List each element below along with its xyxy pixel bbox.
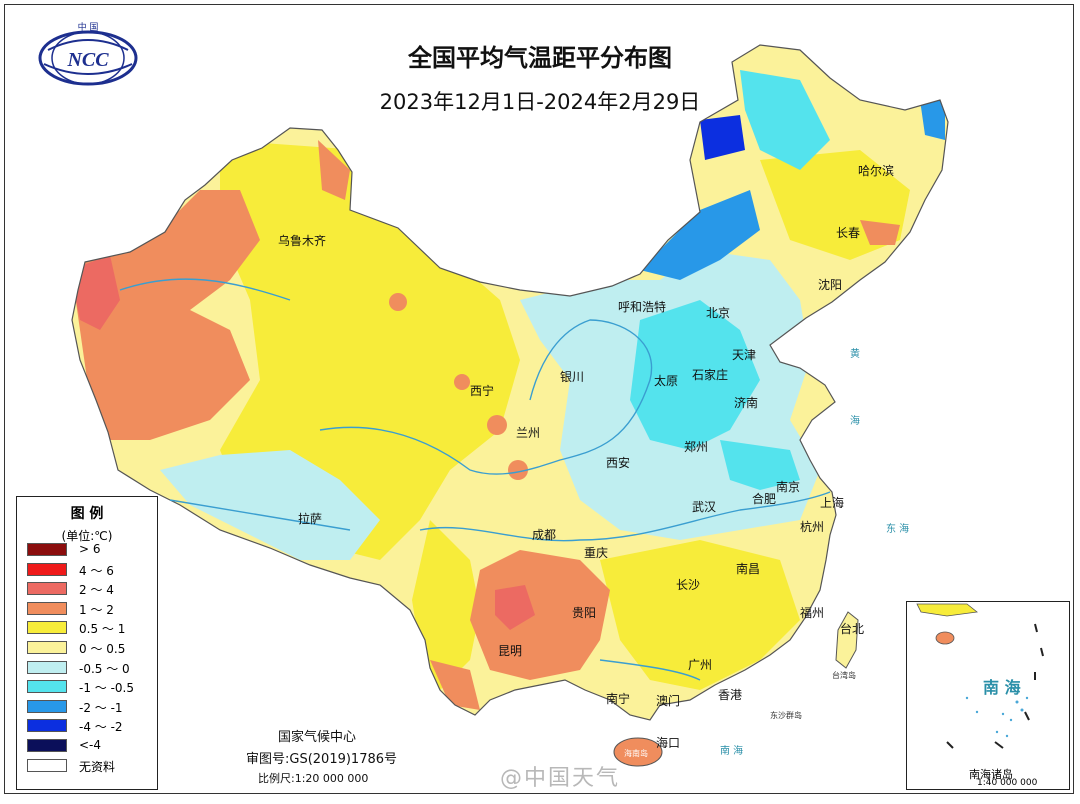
legend-label: 0 ～ 0.5 (79, 642, 126, 656)
map-title: 全国平均气温距平分布图 (408, 44, 672, 72)
city-label-taiyuan: 太原 (654, 374, 679, 388)
rivers (119, 278, 831, 681)
city-label-hangzhou: 杭州 (800, 520, 825, 534)
city-label-tianjin: 天津 (732, 348, 757, 362)
inset-islands-label: 南海诸岛 (969, 768, 1013, 781)
ncc-logo: NCC 中 国 (38, 21, 138, 86)
taiwan-island (835, 611, 859, 669)
legend-label: -1 ～ -0.5 (79, 681, 135, 696)
legend-unit: (单位:℃) (61, 529, 113, 543)
city-label-jinan: 济南 (734, 396, 759, 410)
taiwan-label: 台湾岛 (832, 671, 856, 680)
legend-swatch (27, 562, 67, 576)
sea-label-nanhai: 南 海 (720, 746, 744, 757)
legend-label: 无资料 (79, 759, 116, 774)
city-label-shijiazhuang: 石家庄 (692, 368, 729, 382)
legend-swatch (27, 641, 67, 654)
credit-approval: 审图号:GS(2019)1786号 (246, 752, 398, 767)
legend-swatch (27, 680, 67, 694)
dongsha-label: 东沙群岛 (770, 711, 802, 720)
city-label-xining: 西宁 (470, 384, 495, 398)
credit-scale: 比例尺:1:20 000 000 (258, 772, 369, 785)
city-label-kunming: 昆明 (498, 644, 523, 658)
map-subtitle: 2023年12月1日-2024年2月29日 (379, 90, 701, 114)
hainan-island (613, 737, 663, 767)
legend-swatch (27, 621, 67, 635)
legend-label: 0.5 ～ 1 (79, 622, 126, 637)
city-label-haikou: 海口 (656, 736, 681, 750)
city-label-harbin: 哈尔滨 (858, 164, 895, 178)
legend-swatch (27, 543, 67, 556)
legend-label: 1 ～ 2 (79, 602, 114, 617)
legend-swatch (27, 582, 67, 596)
city-label-nanjing: 南京 (776, 480, 801, 494)
city-label-nanchang: 南昌 (736, 562, 761, 576)
legend-label: -0.5 ～ 0 (79, 661, 130, 676)
city-label-hohhot: 呼和浩特 (618, 300, 667, 314)
city-label-urumqi: 乌鲁木齐 (278, 234, 327, 248)
credits: 国家气候中心 审图号:GS(2019)1786号 比例尺:1:20 000 00… (246, 726, 426, 789)
city-label-taipei: 台北 (840, 622, 865, 636)
inset-scale: 1:40 000 000 (977, 778, 1038, 788)
city-label-aomen: 澳门 (656, 694, 681, 708)
city-label-nanning: 南宁 (606, 692, 631, 706)
legend-swatch (27, 660, 67, 674)
city-label-changchun: 长春 (836, 226, 861, 240)
city-label-shanghai: 上海 (820, 496, 845, 510)
legend-swatch (27, 699, 67, 713)
china-outline (71, 44, 949, 721)
city-label-zhengzhou: 郑州 (684, 440, 709, 454)
legend-label: 2 ～ 4 (79, 583, 114, 598)
legend-swatch (27, 758, 67, 772)
watermark: @中国天气 (500, 766, 621, 791)
legend-label: -2 ～ -1 (79, 700, 123, 715)
inset-sea-label: 南 海 (983, 678, 1021, 697)
inset-map (916, 603, 1044, 749)
city-label-guiyang: 贵阳 (572, 606, 597, 620)
sea-label-donghai: 东 海 (886, 524, 910, 535)
city-label-beijing: 北京 (706, 306, 731, 320)
city-label-shenyang: 沈阳 (818, 278, 843, 292)
city-label-changsha: 长沙 (676, 578, 701, 592)
logo-top-text: 中 国 (78, 21, 99, 33)
city-label-chengdu: 成都 (532, 528, 557, 542)
legend-label: <-4 (79, 738, 102, 752)
legend-swatch (27, 601, 67, 615)
legend-label: -4 ～ -2 (79, 720, 123, 735)
sea-label-huanghai: 黄 (850, 349, 860, 360)
credit-center: 国家气候中心 (278, 730, 357, 745)
legend-label: 4 ～ 6 (79, 563, 114, 578)
city-label-wuhan: 武汉 (692, 500, 717, 514)
logo-ncc-text: NCC (66, 49, 109, 71)
city-label-hefei: 合肥 (752, 492, 777, 506)
city-label-xian: 西安 (606, 456, 631, 470)
city-label-lanzhou: 兰州 (516, 426, 541, 440)
city-label-fuzhou: 福州 (800, 606, 825, 620)
legend-title: 图 例 (70, 506, 104, 522)
city-label-hongkong: 香港 (718, 688, 743, 702)
city-label-guangzhou: 广州 (688, 658, 713, 672)
city-label-yinchuan: 银川 (560, 370, 585, 384)
legend-swatch (27, 719, 67, 733)
hainan-label: 海南岛 (624, 749, 648, 758)
sea-label-huanghai-2: 海 (850, 416, 860, 427)
legend-box: 图 例 (单位:℃) > 6 4 ～ 6 2 ～ 4 1 ～ 2 0.5 ～ 1 0 ～ … (16, 496, 158, 790)
legend-swatch (27, 739, 67, 752)
anomaly-fill (72, 45, 948, 720)
city-label-lhasa: 拉萨 (298, 512, 323, 526)
south-sea-inset: 南 海 南海诸岛 1:40 000 000 (906, 601, 1070, 790)
legend-label: > 6 (79, 542, 101, 556)
city-label-chongqing: 重庆 (584, 546, 609, 560)
